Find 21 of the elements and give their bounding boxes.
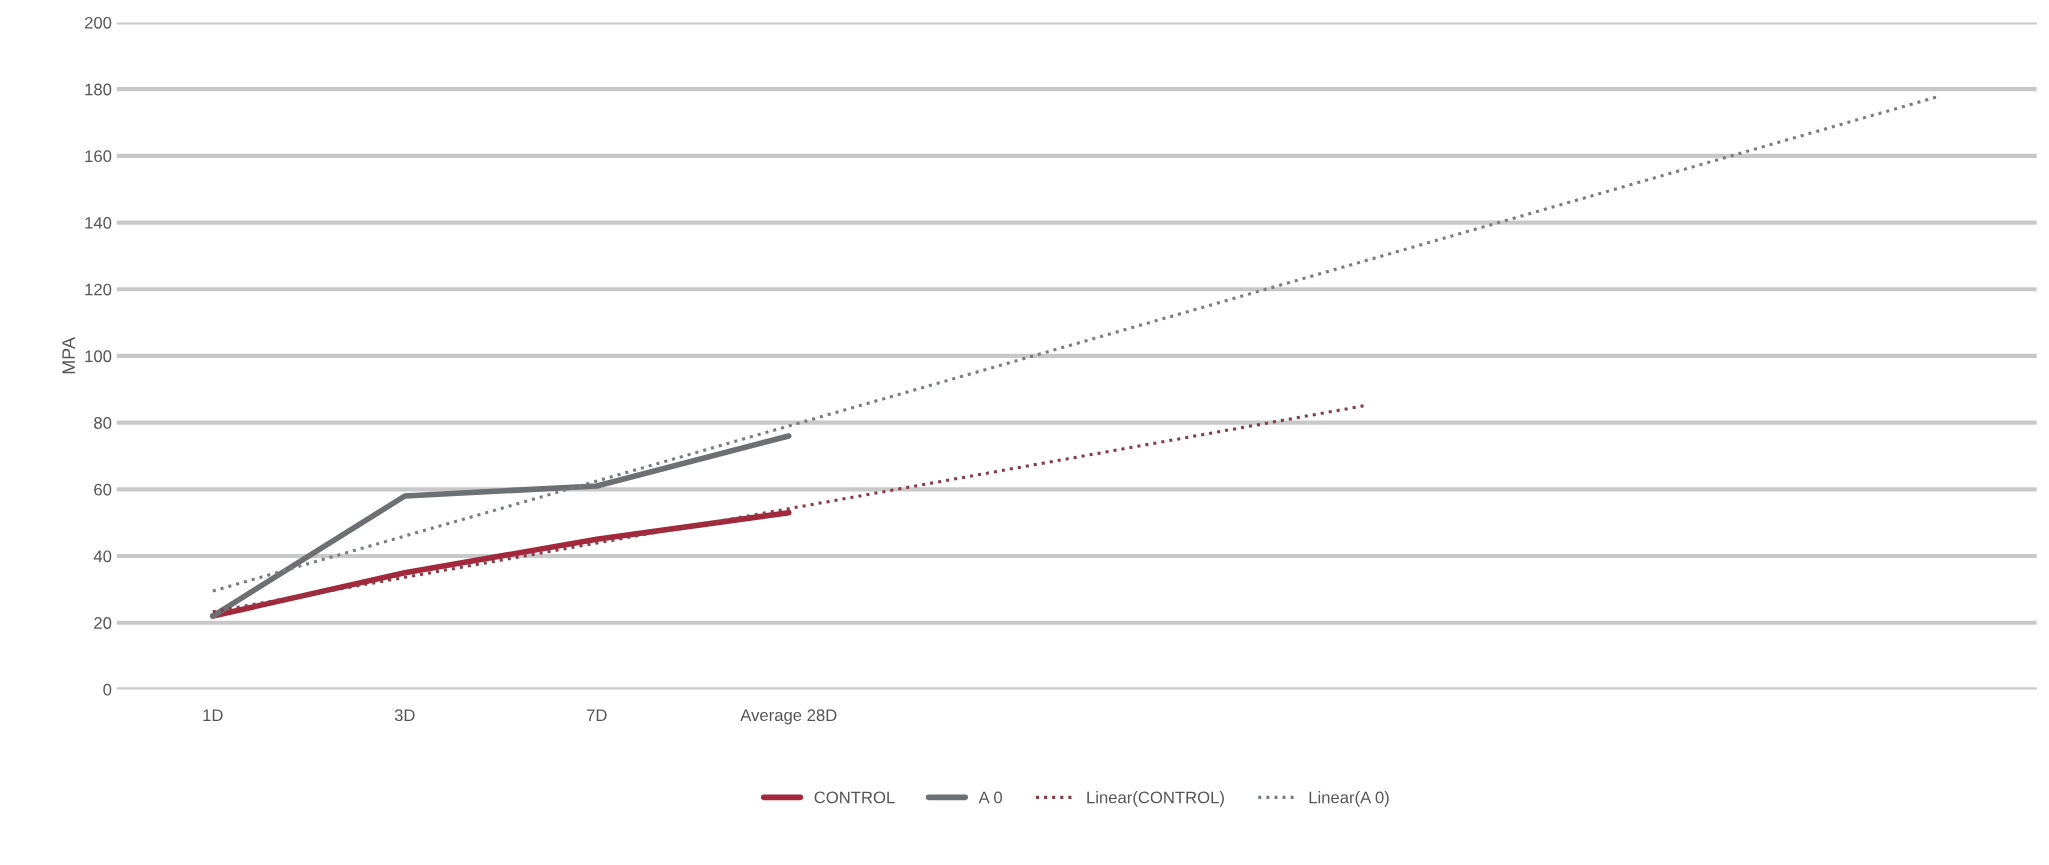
y-axis-title: MPA	[62, 337, 75, 374]
y-tick-label: 20	[94, 617, 112, 629]
legend-label: CONTROL	[814, 791, 895, 804]
x-tick-label: 1D	[203, 709, 223, 721]
legend-label: Linear(CONTROL)	[1087, 791, 1224, 807]
x-tick-label: 3D	[394, 709, 415, 722]
y-tick-label: 60	[94, 483, 112, 496]
x-tick-label: Average 28D	[740, 709, 837, 725]
legend-label: A 0	[978, 791, 1003, 804]
y-tick-label: 0	[103, 683, 112, 696]
legend-label: Linear(A 0)	[1309, 791, 1389, 807]
y-tick-label: 40	[93, 550, 112, 563]
y-tick-label: 80	[94, 417, 112, 429]
y-tick-label: 100	[85, 350, 112, 363]
y-tick-label: 140	[85, 216, 112, 229]
x-tick-label: 7D	[586, 709, 607, 721]
line-series	[211, 404, 1367, 614]
y-tick-label: 160	[85, 150, 112, 163]
y-tick-label: 120	[85, 283, 112, 296]
y-tick-label: 180	[85, 83, 112, 96]
y-tick-label: 200	[84, 16, 112, 29]
